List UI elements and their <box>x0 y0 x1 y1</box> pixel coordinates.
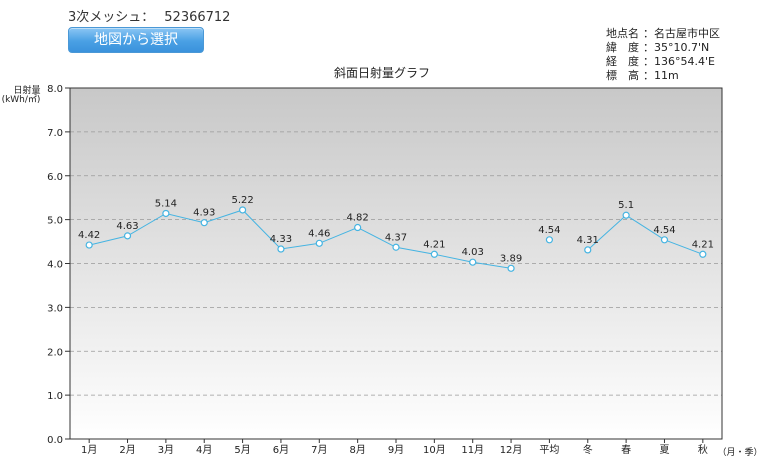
data-label: 4.63 <box>116 221 138 232</box>
data-point <box>392 243 400 251</box>
y-tick-label: 0.0 <box>47 435 63 446</box>
location-row-elevation: 標 高：11m <box>606 69 679 82</box>
y-tick-label: 8.0 <box>47 84 63 95</box>
data-point <box>584 246 592 254</box>
data-point <box>200 219 208 227</box>
x-tick-label: 平均 <box>539 444 559 456</box>
x-tick-label: 11月 <box>461 444 484 456</box>
data-label: 4.82 <box>347 213 369 224</box>
data-label: 4.54 <box>653 225 675 236</box>
data-label: 4.46 <box>308 228 330 239</box>
x-tick-label: 9月 <box>388 444 404 456</box>
data-point <box>430 250 438 258</box>
x-tick-label: 秋 <box>698 443 708 456</box>
data-label: 4.33 <box>270 234 292 245</box>
x-tick-label: 7月 <box>311 444 327 456</box>
x-tick-label: 4月 <box>196 444 212 456</box>
data-point <box>162 209 170 218</box>
location-row-longitude: 経 度：136°54.4'E <box>606 55 715 68</box>
data-point <box>507 264 515 272</box>
mesh-info: 3次メッシュ： 52366712 <box>68 6 230 25</box>
y-tick-label: 6.0 <box>47 172 63 183</box>
series-line <box>587 214 703 255</box>
x-tick-label: 12月 <box>500 444 523 456</box>
data-point <box>545 236 554 244</box>
x-tick-label: 3月 <box>158 444 174 456</box>
x-tick-label: 夏 <box>659 444 669 456</box>
data-label: 4.21 <box>692 239 714 250</box>
y-tick-label: 5.0 <box>47 216 63 227</box>
data-label: 4.54 <box>538 225 560 236</box>
x-tick-label: 1月 <box>81 444 97 456</box>
data-label: 5.22 <box>231 195 253 206</box>
data-point <box>699 250 707 258</box>
data-point <box>660 236 669 244</box>
data-label: 4.37 <box>385 232 407 243</box>
data-label: 5.14 <box>155 198 177 209</box>
x-tick-label: 5月 <box>234 444 250 456</box>
data-label: 4.31 <box>577 235 599 246</box>
mesh-code: 52366712 <box>164 10 231 25</box>
data-point <box>85 241 93 249</box>
data-label: 4.21 <box>423 239 445 250</box>
data-point <box>123 232 132 240</box>
x-tick-label: 春 <box>621 444 631 456</box>
x-tick-label: 冬 <box>583 443 593 456</box>
y-tick-label: 7.0 <box>47 128 63 139</box>
chart-title: 斜面日射量グラフ <box>334 65 430 80</box>
location-info: 地点名 ：名古屋市中区 緯 度：35°10.7'N 経 度：136°54.4'E … <box>606 27 720 83</box>
data-point <box>238 206 247 214</box>
y-tick-label: 1.0 <box>47 391 63 402</box>
y-axis-label-line2: (kWh/㎡) <box>2 94 41 105</box>
mesh-label: 3次メッシュ： <box>68 10 155 25</box>
data-label: 4.03 <box>462 247 484 258</box>
x-axis-label: （月・季） <box>717 446 762 458</box>
data-label: 5.1 <box>618 200 634 211</box>
location-row-name: 地点名 ：名古屋市中区 <box>606 27 720 40</box>
data-point <box>469 258 477 266</box>
y-tick-label: 2.0 <box>47 347 63 358</box>
data-label: 3.89 <box>500 253 522 264</box>
data-point <box>354 223 362 232</box>
data-point <box>315 239 323 247</box>
x-tick-label: 8月 <box>349 444 365 456</box>
data-point <box>277 245 285 253</box>
select-from-map-button[interactable]: 地図から選択 <box>68 27 204 53</box>
y-tick-label: 4.0 <box>47 260 63 271</box>
x-tick-label: 2月 <box>119 444 135 456</box>
series-line <box>89 209 512 269</box>
y-axis-label-line1: 日射量 <box>13 84 40 96</box>
location-row-latitude: 緯 度：35°10.7'N <box>606 41 710 54</box>
x-tick-label: 10月 <box>423 444 446 456</box>
data-point <box>622 211 630 219</box>
y-tick-label: 3.0 <box>47 303 63 314</box>
x-tick-label: 6月 <box>273 444 289 456</box>
data-label: 4.93 <box>193 208 215 219</box>
data-label: 4.42 <box>78 230 100 241</box>
